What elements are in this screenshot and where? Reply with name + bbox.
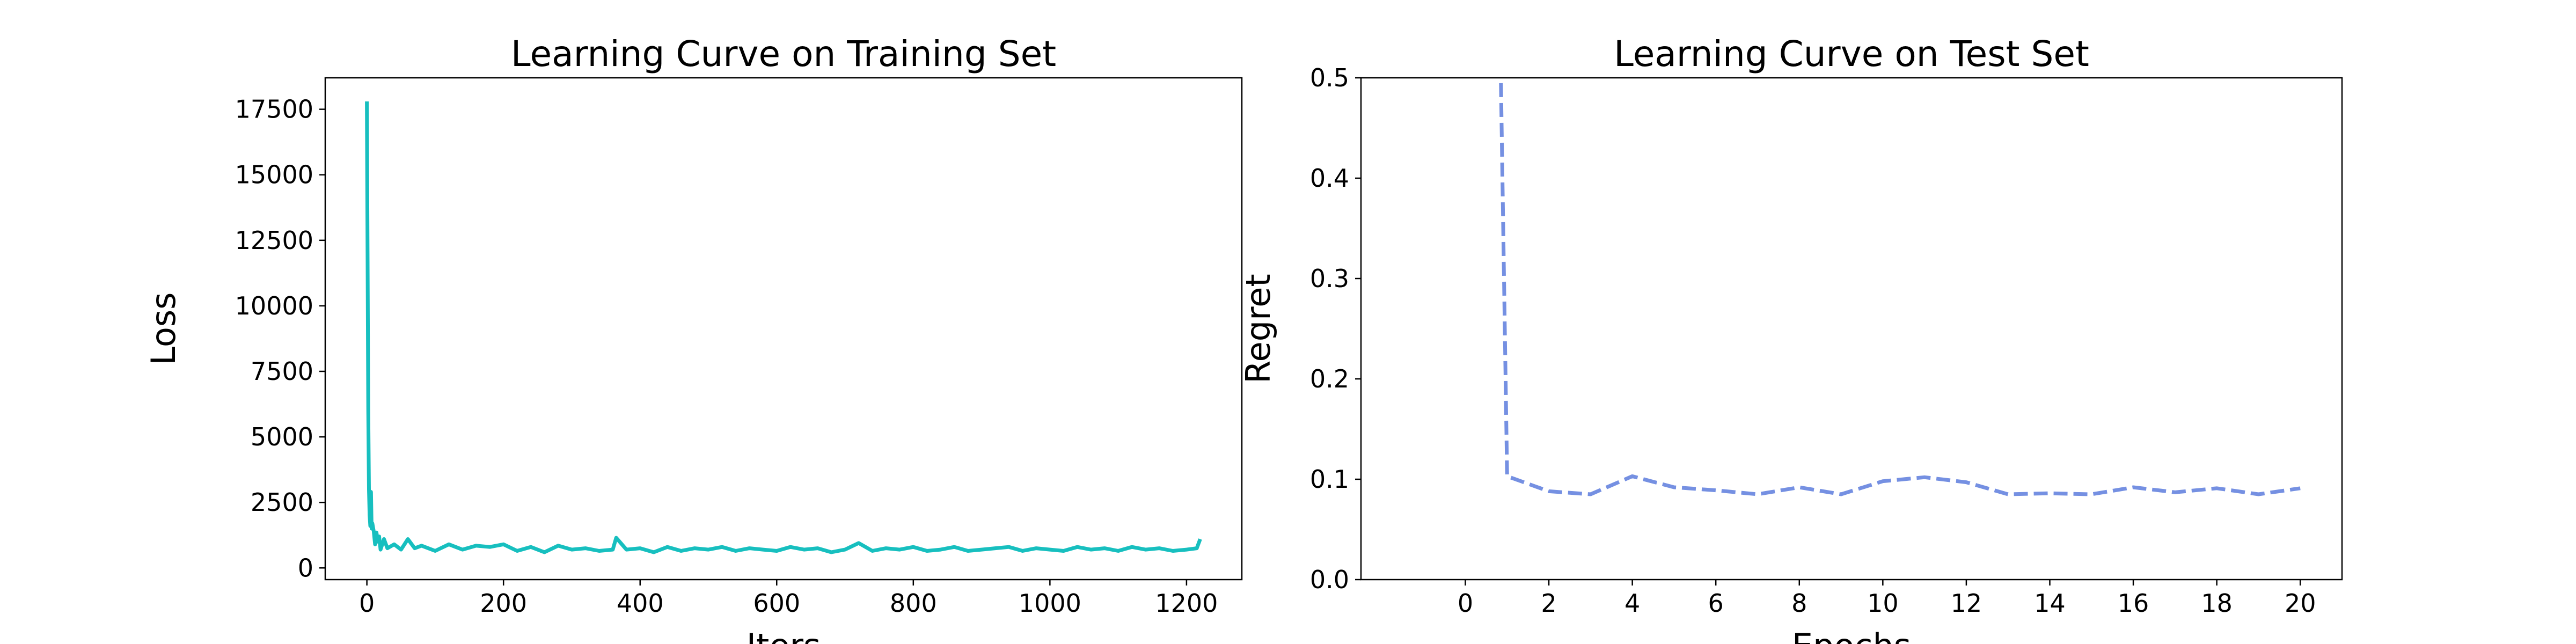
axes-frame — [1360, 77, 2343, 581]
x-tick-label: 14 — [2034, 589, 2066, 618]
x-axis-label: Epochs — [1792, 626, 1911, 644]
plot-area — [365, 101, 1202, 554]
y-axis-label: Loss — [144, 292, 183, 365]
x-axis-label: Iters — [747, 626, 821, 644]
y-tick-label: 0.4 — [1310, 164, 1349, 193]
y-tick-label: 12500 — [235, 226, 313, 255]
data-line — [1499, 78, 2301, 496]
x-tick-label: 1000 — [1019, 589, 1081, 618]
y-tick-label: 2500 — [251, 488, 313, 517]
y-tick-label: 0 — [298, 553, 313, 582]
chart-title: Learning Curve on Training Set — [511, 33, 1056, 75]
y-tick-label: 0.2 — [1310, 364, 1349, 393]
x-tick-label: 200 — [480, 589, 527, 618]
x-tick-label: 0 — [1458, 589, 1473, 618]
x-tick-label: 400 — [617, 589, 664, 618]
y-tick-label: 17500 — [235, 95, 313, 124]
x-tick-label: 800 — [890, 589, 937, 618]
x-tick-label: 10 — [1867, 589, 1899, 618]
x-tick-label: 4 — [1624, 589, 1640, 618]
y-tick-label: 0.0 — [1310, 565, 1349, 594]
x-tick-label: 2 — [1541, 589, 1556, 618]
x-tick-label: 1200 — [1155, 589, 1218, 618]
chart-title: Learning Curve on Test Set — [1614, 33, 2089, 75]
data-line — [365, 101, 1202, 554]
x-tick-label: 0 — [359, 589, 375, 618]
plot-area — [1499, 78, 2301, 496]
x-tick-label: 16 — [2118, 589, 2149, 618]
axes-frame — [324, 77, 1243, 581]
x-tick-label: 600 — [753, 589, 800, 618]
x-tick-label: 8 — [1791, 589, 1807, 618]
y-tick-label: 7500 — [251, 357, 313, 386]
y-tick-label: 0.5 — [1310, 63, 1349, 92]
y-tick-label: 0.1 — [1310, 465, 1349, 494]
y-tick-label: 10000 — [235, 291, 313, 320]
x-tick-label: 6 — [1708, 589, 1724, 618]
x-tick-label: 18 — [2201, 589, 2233, 618]
y-axis-label: Regret — [1239, 274, 1278, 383]
y-tick-label: 15000 — [235, 160, 313, 189]
y-tick-label: 5000 — [251, 422, 313, 451]
y-tick-label: 0.3 — [1310, 264, 1349, 293]
x-tick-label: 12 — [1951, 589, 1982, 618]
x-tick-label: 20 — [2285, 589, 2316, 618]
